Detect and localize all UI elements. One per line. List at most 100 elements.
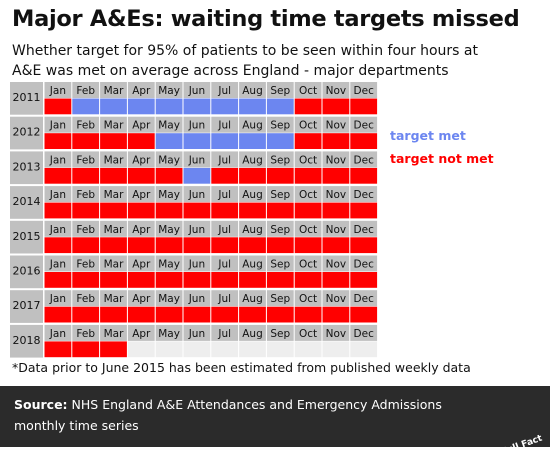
month-label: May (158, 293, 180, 305)
month-label: Oct (299, 154, 317, 166)
month-header-cell (266, 324, 294, 341)
year-label: 2017 (13, 299, 41, 312)
month-header-cell (322, 255, 350, 272)
month-header-cell (183, 255, 211, 272)
month-header-cell (239, 220, 266, 237)
value-cell (350, 202, 378, 219)
month-label: Nov (326, 189, 347, 201)
month-header-cell (72, 290, 100, 307)
month-header-cell (183, 82, 211, 98)
month-label: Feb (76, 293, 95, 305)
value-cell (72, 98, 100, 115)
month-header-cell (127, 82, 155, 98)
month-label: Sep (270, 293, 290, 305)
month-label: Jun (188, 120, 205, 132)
month-header-cell (72, 220, 100, 237)
month-label: Jul (217, 293, 231, 305)
value-cell (211, 98, 239, 115)
value-cell (294, 306, 322, 323)
year-label-bg (10, 116, 43, 150)
month-label: Dec (354, 224, 375, 236)
month-header-cell (183, 324, 211, 341)
value-cell (266, 133, 294, 149)
month-label: Jul (217, 154, 231, 166)
value-cell (211, 272, 239, 288)
month-header-cell (44, 220, 72, 237)
legend-label: target met (390, 128, 466, 143)
value-cell (72, 272, 100, 288)
value-cell (294, 341, 322, 358)
month-label: Mar (104, 259, 124, 271)
value-cell (211, 133, 239, 149)
value-cell (322, 306, 350, 323)
month-header-cell (44, 116, 72, 133)
month-label: Feb (76, 224, 95, 236)
value-cell (183, 272, 211, 288)
month-header-cell (294, 82, 322, 98)
month-label: Feb (76, 328, 95, 340)
month-header-cell (44, 324, 72, 341)
month-label: Dec (354, 293, 375, 305)
month-label: Jan (49, 154, 66, 166)
value-cell (127, 306, 155, 323)
month-header-cell (183, 220, 211, 237)
month-header-cell (100, 220, 127, 237)
month-header-cell (350, 116, 378, 133)
month-label: Jul (217, 85, 231, 97)
month-header-cell (72, 116, 100, 133)
month-label: Mar (104, 85, 124, 97)
month-label: May (158, 189, 180, 201)
value-cell (183, 167, 211, 184)
chart-title: Major A&Es: waiting time targets missed (12, 6, 520, 32)
month-header-cell (266, 151, 294, 168)
value-cell (72, 167, 100, 184)
month-label: Feb (76, 120, 95, 132)
value-cell (155, 237, 183, 254)
value-cell (44, 133, 72, 149)
value-cell (350, 306, 378, 323)
value-cell (266, 272, 294, 288)
month-label: Nov (326, 259, 347, 271)
month-header-cell (100, 82, 127, 98)
month-header-cell (322, 186, 350, 203)
month-header-cell (72, 151, 100, 168)
month-header-cell (266, 255, 294, 272)
month-header-cell (266, 186, 294, 203)
value-cell (322, 237, 350, 254)
month-label: Mar (104, 224, 124, 236)
month-label: Dec (354, 328, 375, 340)
month-header-cell (155, 324, 183, 341)
month-header-cell (294, 220, 322, 237)
value-cell (322, 272, 350, 288)
month-label: Dec (354, 154, 375, 166)
footnote: *Data prior to June 2015 has been estima… (12, 360, 471, 375)
value-cell (72, 306, 100, 323)
value-cell (155, 272, 183, 288)
value-cell (183, 306, 211, 323)
month-header-cell (183, 116, 211, 133)
month-header-cell (350, 255, 378, 272)
month-label: Jun (188, 189, 205, 201)
value-cell (100, 237, 127, 254)
month-header-cell (294, 290, 322, 307)
month-header-cell (266, 220, 294, 237)
month-label: Apr (132, 224, 151, 236)
month-label: Jun (188, 85, 205, 97)
value-cell (294, 167, 322, 184)
month-label: Nov (326, 154, 347, 166)
value-cell (322, 341, 350, 358)
month-header-cell (322, 324, 350, 341)
month-header-cell (211, 151, 239, 168)
value-cell (266, 167, 294, 184)
month-header-cell (294, 186, 322, 203)
month-header-cell (127, 290, 155, 307)
month-header-cell (322, 82, 350, 98)
month-label: May (158, 328, 180, 340)
year-label-bg (10, 151, 43, 185)
month-header-cell (44, 151, 72, 168)
month-label: Jun (188, 328, 205, 340)
value-cell (350, 341, 378, 358)
year-label: 2016 (13, 265, 41, 278)
month-label: Apr (132, 85, 151, 97)
month-header-cell (44, 82, 72, 98)
